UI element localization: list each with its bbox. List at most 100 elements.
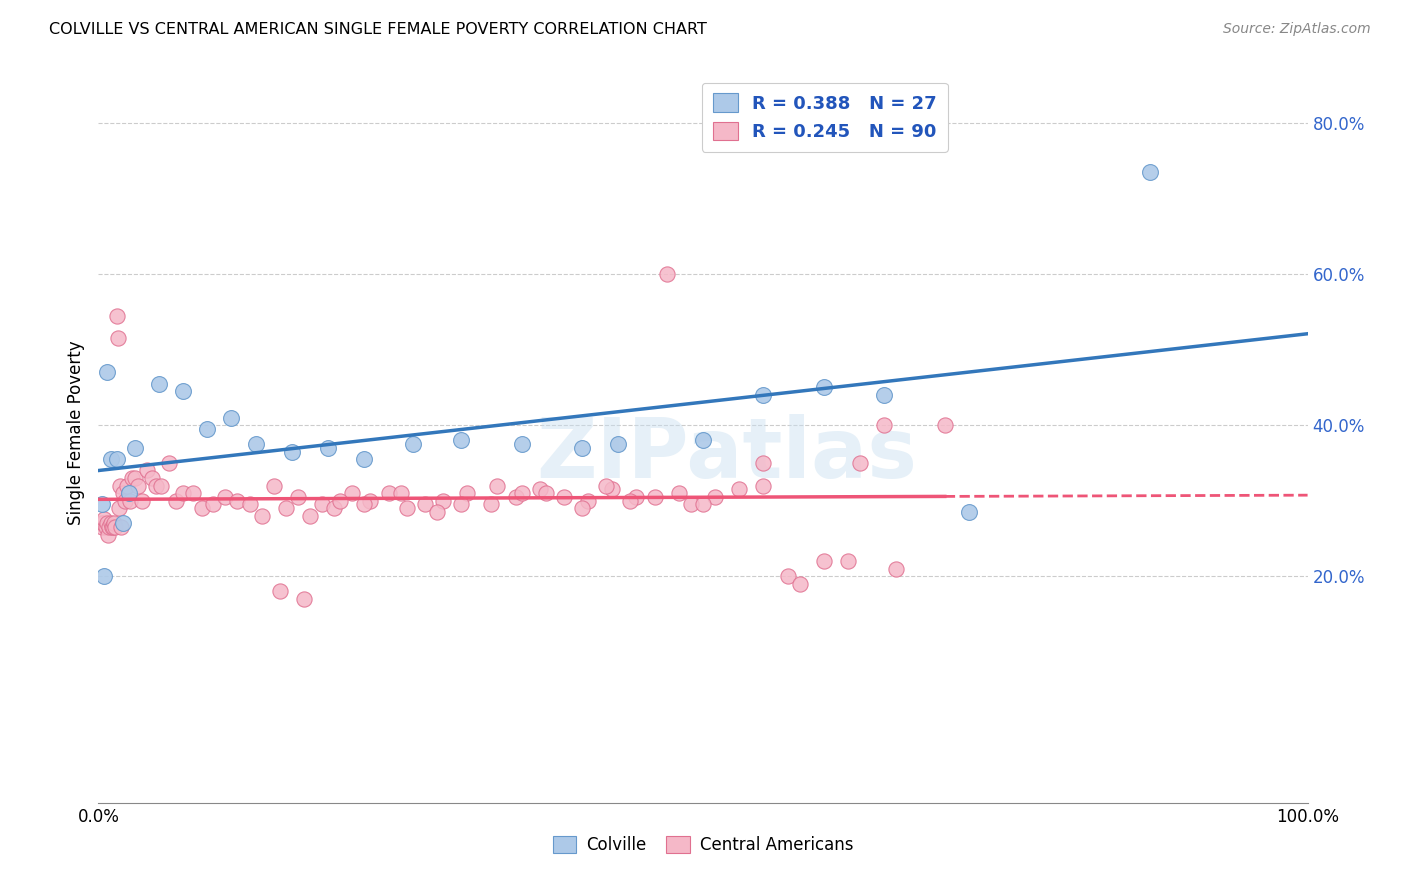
- Point: [98, 520, 121, 534]
- Point: [873, 388, 896, 402]
- Point: [679, 497, 702, 511]
- Point: [553, 490, 575, 504]
- Point: [117, 478, 139, 492]
- Point: [141, 471, 163, 485]
- Point: [934, 418, 956, 433]
- Point: [172, 384, 194, 398]
- Point: [114, 493, 136, 508]
- Point: [93, 512, 115, 526]
- Point: [281, 444, 304, 458]
- Point: [165, 493, 187, 508]
- Point: [239, 497, 262, 511]
- Point: [389, 486, 412, 500]
- Point: [91, 520, 114, 534]
- Point: [157, 456, 180, 470]
- Point: [202, 497, 225, 511]
- Point: [752, 388, 775, 402]
- Point: [90, 516, 112, 531]
- Point: [692, 433, 714, 447]
- Point: [450, 433, 472, 447]
- Point: [692, 497, 714, 511]
- Point: [105, 309, 128, 323]
- Point: [105, 452, 128, 467]
- Point: [752, 478, 775, 492]
- Point: [100, 516, 122, 531]
- Point: [668, 486, 690, 500]
- Point: [529, 483, 551, 497]
- Point: [704, 490, 727, 504]
- Point: [214, 490, 236, 504]
- Point: [571, 441, 593, 455]
- Point: [172, 486, 194, 500]
- Point: [576, 493, 599, 508]
- Point: [287, 490, 309, 504]
- Point: [481, 497, 503, 511]
- Point: [957, 505, 980, 519]
- Point: [110, 520, 132, 534]
- Point: [124, 471, 146, 485]
- Point: [191, 501, 214, 516]
- Point: [813, 380, 835, 394]
- Point: [274, 501, 297, 516]
- Point: [135, 463, 157, 477]
- Point: [292, 591, 315, 606]
- Point: [96, 365, 118, 379]
- Point: [100, 520, 122, 534]
- Point: [432, 493, 454, 508]
- Point: [619, 493, 641, 508]
- Point: [221, 410, 243, 425]
- Point: [100, 452, 122, 467]
- Point: [728, 483, 751, 497]
- Point: [145, 478, 167, 492]
- Text: ZIPatlas: ZIPatlas: [537, 414, 918, 495]
- Legend: Colville, Central Americans: Colville, Central Americans: [546, 830, 860, 861]
- Text: COLVILLE VS CENTRAL AMERICAN SINGLE FEMALE POVERTY CORRELATION CHART: COLVILLE VS CENTRAL AMERICAN SINGLE FEMA…: [49, 22, 707, 37]
- Point: [263, 478, 285, 492]
- Point: [353, 452, 375, 467]
- Point: [534, 486, 557, 500]
- Point: [311, 497, 333, 511]
- Point: [813, 554, 835, 568]
- Point: [1139, 165, 1161, 179]
- Point: [849, 456, 872, 470]
- Point: [104, 520, 127, 534]
- Point: [150, 478, 173, 492]
- Text: Source: ZipAtlas.com: Source: ZipAtlas.com: [1223, 22, 1371, 37]
- Point: [245, 437, 267, 451]
- Point: [96, 516, 118, 531]
- Point: [108, 501, 131, 516]
- Point: [131, 493, 153, 508]
- Point: [402, 437, 425, 451]
- Point: [250, 508, 273, 523]
- Point: [486, 478, 509, 492]
- Point: [655, 267, 678, 281]
- Point: [124, 441, 146, 455]
- Point: [91, 516, 114, 531]
- Point: [607, 437, 630, 451]
- Point: [329, 493, 352, 508]
- Point: [776, 569, 799, 583]
- Point: [626, 490, 648, 504]
- Point: [181, 486, 204, 500]
- Point: [127, 478, 149, 492]
- Point: [837, 554, 859, 568]
- Point: [97, 527, 120, 541]
- Point: [395, 501, 418, 516]
- Point: [353, 497, 375, 511]
- Point: [571, 501, 593, 516]
- Point: [108, 478, 131, 492]
- Point: [789, 576, 811, 591]
- Point: [873, 418, 896, 433]
- Point: [510, 437, 533, 451]
- Point: [360, 493, 382, 508]
- Point: [323, 501, 346, 516]
- Y-axis label: Single Female Poverty: Single Female Poverty: [66, 341, 84, 524]
- Point: [118, 486, 141, 500]
- Point: [752, 456, 775, 470]
- Point: [316, 441, 339, 455]
- Point: [886, 561, 908, 575]
- Point: [456, 486, 478, 500]
- Point: [602, 483, 624, 497]
- Point: [426, 505, 449, 519]
- Point: [413, 497, 436, 511]
